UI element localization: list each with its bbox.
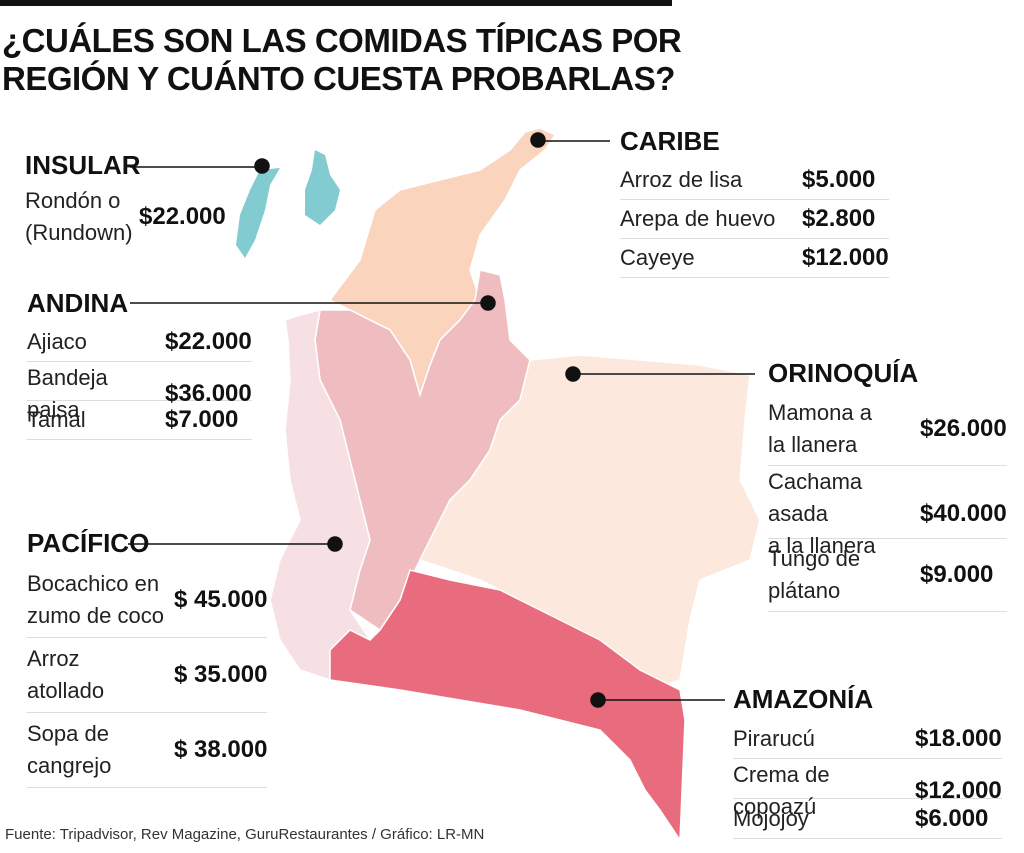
dish-name: Sopa de cangrejo [27,721,112,778]
region-name: CARIBE [620,126,720,156]
dish-row: Bocachico en zumo de coco $ 45.000 [27,563,268,638]
dish-price: $ 35.000 [174,661,268,688]
dish-row: Bandeja paisa $36.000 [27,362,252,422]
title: ¿CUÁLES SON LAS COMIDAS TÍPICAS POR REGI… [2,22,682,97]
dot [480,295,496,311]
region-name: PACÍFICO [27,528,150,558]
dish-price: $2.800 [802,205,876,232]
region: AMAZONÍA Pirarucú $18.000 Crema de copoazú $… [733,684,1002,839]
dish-name: Tungo de plátano [768,546,861,603]
dish-price: $36.000 [165,380,252,407]
region: INSULAR Rondón o (Rundown) $22.000 [25,150,226,249]
dish-row: Crema de copoazú $12.000 [733,759,1002,819]
dish-name: Ajiaco [27,329,87,354]
dish-price: $7.000 [165,406,239,433]
dish-name: Arroz de lisa [620,167,743,192]
dot [327,536,343,552]
dish-price: $12.000 [802,244,889,271]
dish-name: Cachama asada a la llanera [768,469,876,558]
dish-row: Cachama asada a la llanera $40.000 [768,466,1007,558]
region: ORINOQUÍA Mamona a la llanera $26.000 Cacha… [768,358,1007,612]
region: ANDINA Ajiaco $22.000 Bandeja paisa $36.000 T… [27,288,252,440]
dish-price: $12.000 [915,777,1002,804]
dot [565,366,581,382]
dish-price: $18.000 [915,724,1002,752]
dish-row: Mojojoy $6.000 [733,799,1002,839]
dish-row: Pirarucú $18.000 [733,719,1002,759]
san-andres [236,168,280,258]
dish-name: Crema de copoazú [733,762,830,819]
dish-name: Pirarucú [733,725,815,751]
dish-row: Arroz de lisa $5.000 [620,161,889,200]
dish-name: Mamona a la llanera [768,400,872,457]
source: Fuente: Tripadvisor, Rev Magazine, GuruR… [5,826,485,843]
dish-row: Ajiaco $22.000 [27,323,252,362]
dish-name: Bocachico en zumo de coco [27,571,164,628]
region-name: ORINOQUÍA [768,358,919,388]
dish-price: $26.000 [920,415,1007,442]
dish-price: $6.000 [915,804,989,832]
dish-name: Tamal [27,407,86,432]
dish-row: Tungo de plátano $9.000 [768,539,1007,612]
dish-price: $ 45.000 [174,586,268,613]
region-name: INSULAR [25,150,141,180]
region-name: ANDINA [27,288,129,318]
dish-row: Sopa de cangrejo $ 38.000 [27,713,268,788]
dish-row: Tamal $7.000 [27,401,252,440]
dot [254,158,270,174]
dot [530,132,546,148]
top-rule [0,0,672,6]
amazonia-area [329,569,686,843]
dish-price: $22.000 [165,328,252,355]
dot [590,692,606,708]
dish-name: Rondón o (Rundown) [25,188,133,245]
dish-row: Arepa de huevo $2.800 [620,200,889,239]
dish-row: Cayeye $12.000 [620,239,889,278]
dish-name: Arroz atollado [27,646,105,703]
dish-price: $22.000 [139,203,226,230]
region-name: AMAZONÍA [733,684,874,714]
dish-row: Arroz atollado $ 35.000 [27,638,268,713]
dish-name: Mojojoy [733,805,809,831]
dish-price: $5.000 [802,166,876,193]
dish-name: Cayeye [620,245,695,270]
dish-price: $9.000 [920,561,994,588]
dish-row: Rondón o (Rundown) $22.000 [25,185,226,249]
dish-price: $ 38.000 [174,736,268,763]
region: PACÍFICO Bocachico en zumo de coco $ 45.00… [27,528,268,788]
dish-name: Arepa de huevo [620,206,776,231]
dish-price: $40.000 [920,500,1007,527]
dish-name: Bandeja paisa [27,365,108,422]
providencia [305,150,340,225]
region: CARIBE Arroz de lisa $5.000 Arepa de huevo $… [620,126,889,278]
dish-row: Mamona a la llanera $26.000 [768,393,1007,466]
